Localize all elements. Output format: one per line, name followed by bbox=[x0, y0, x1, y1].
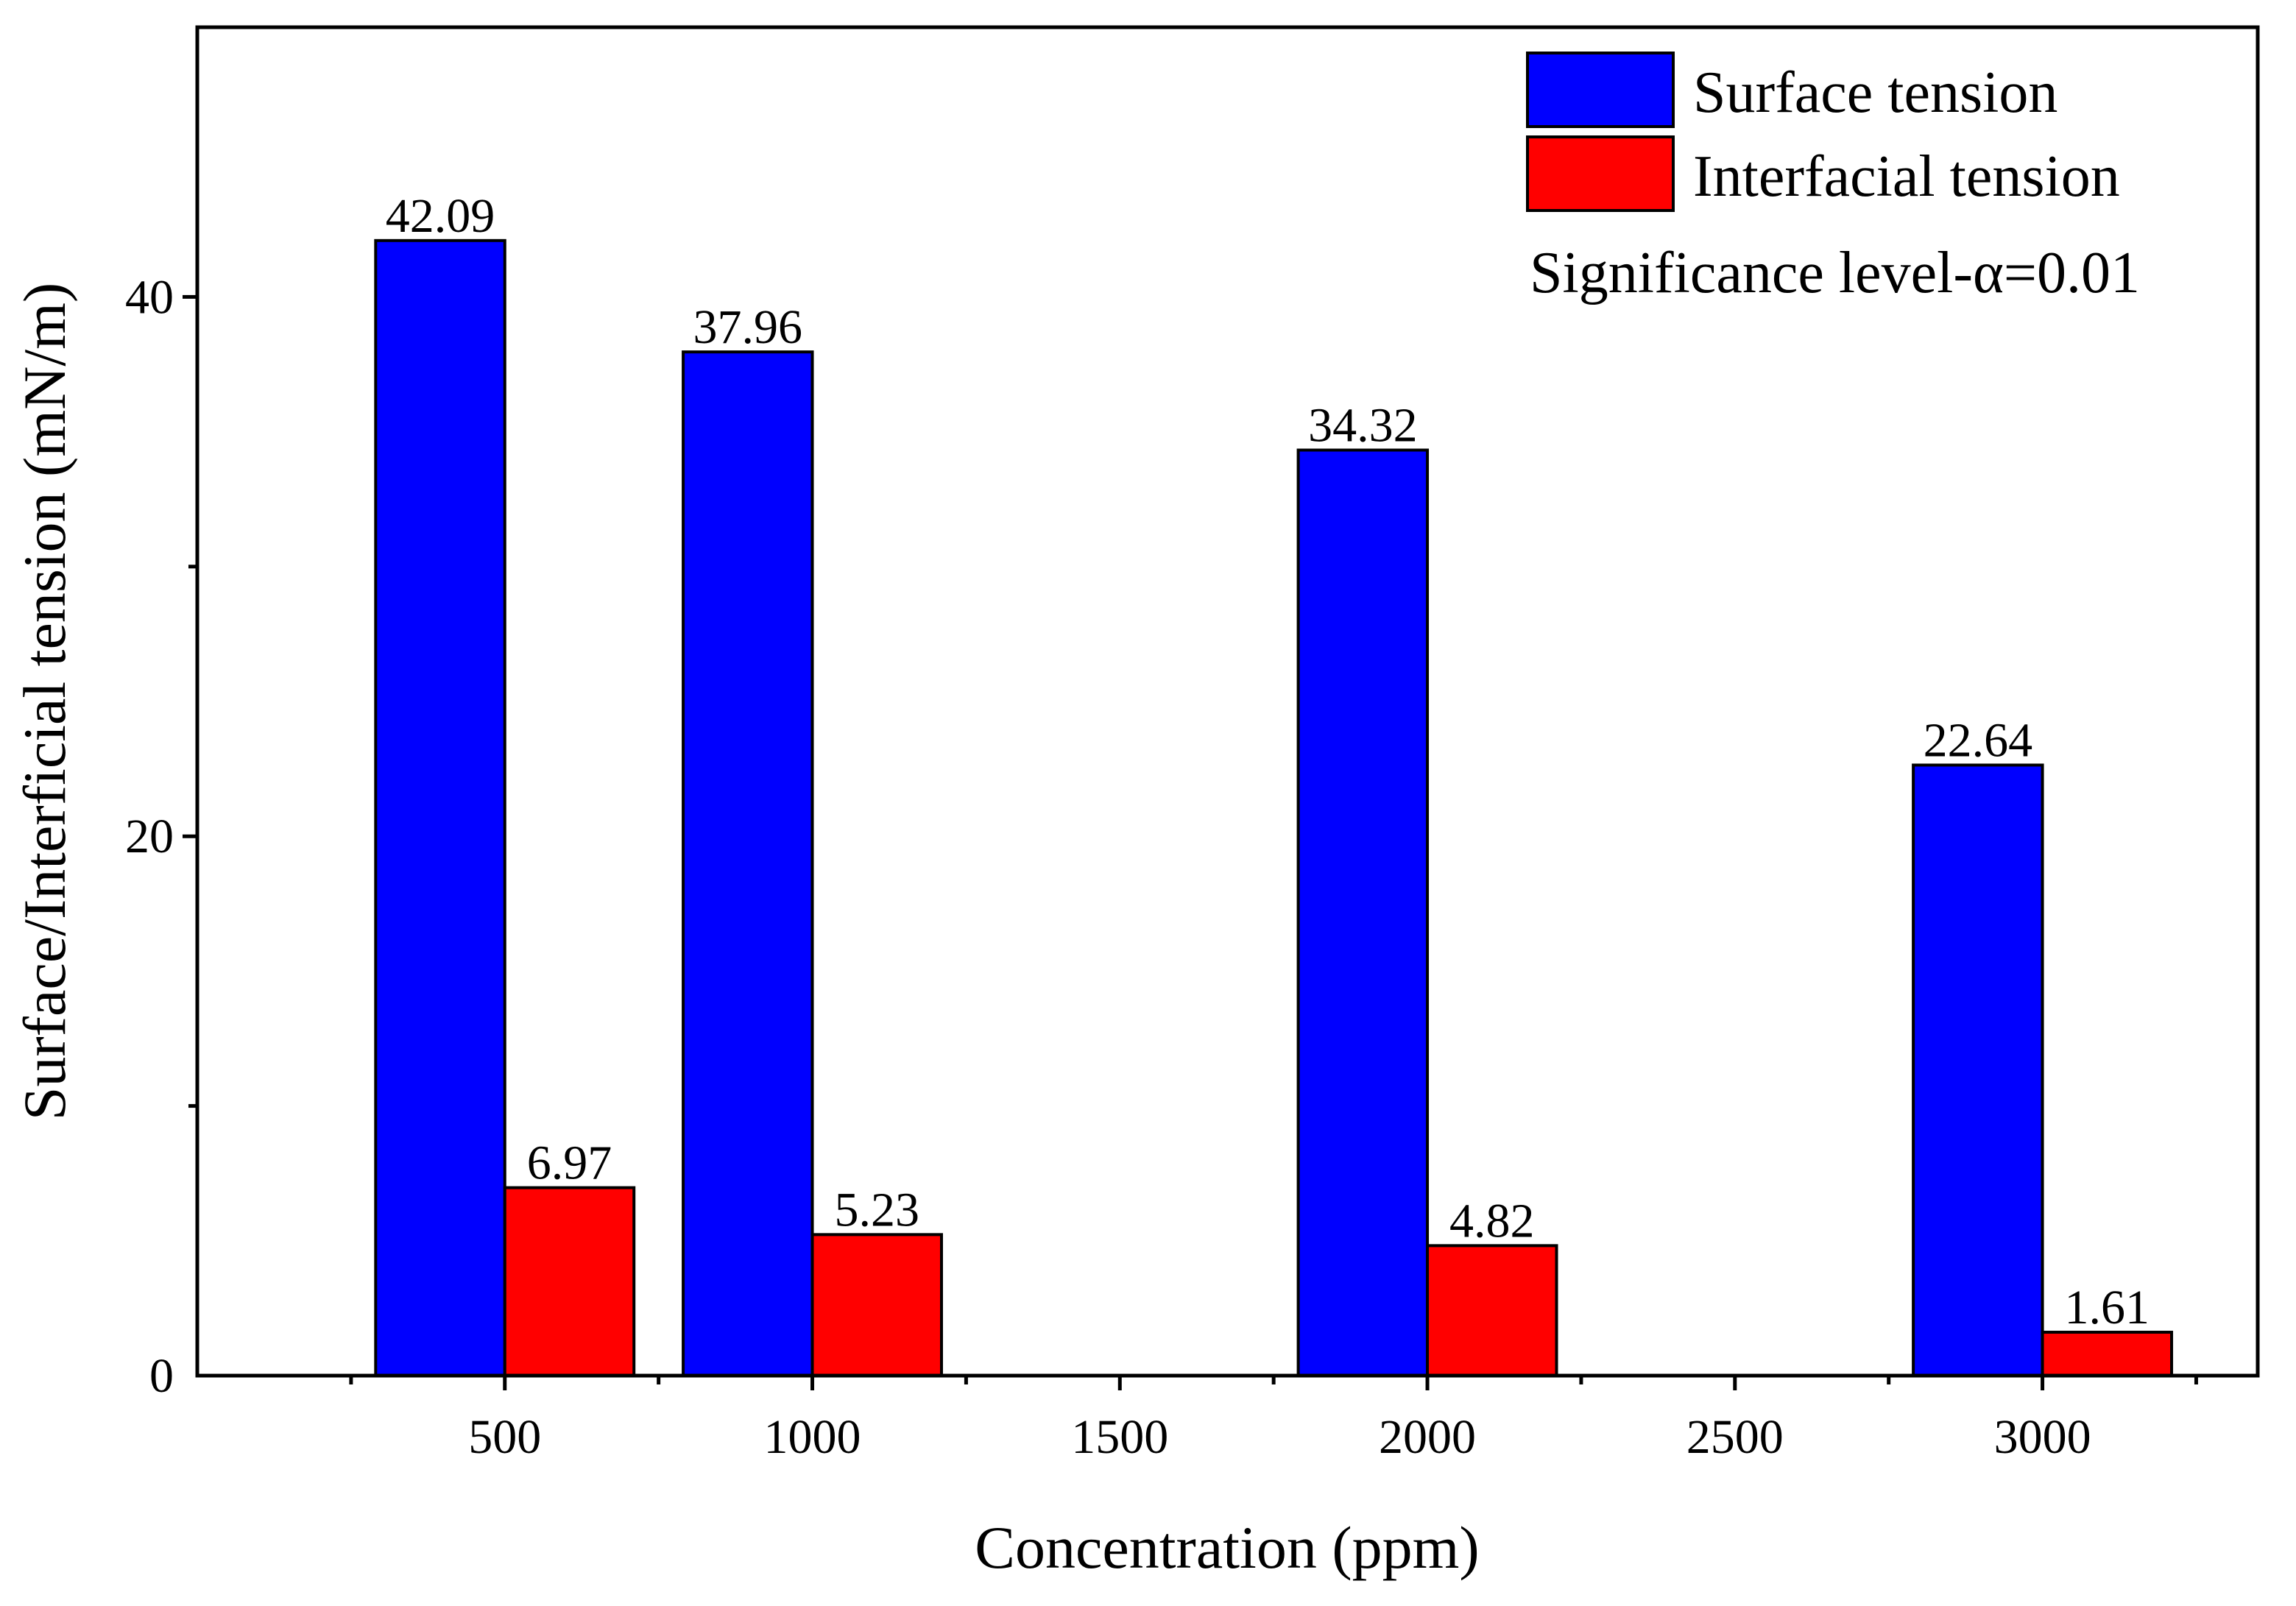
bar-surface-tension-1000 bbox=[682, 350, 814, 1377]
y-axis-ticks: 0 20 40 bbox=[125, 270, 197, 1403]
bar-interfacial-tension-1000 bbox=[810, 1233, 943, 1377]
data-label-surface-tension-3000: 22.64 bbox=[1924, 713, 2033, 767]
data-label-interfacial-tension-2000: 4.82 bbox=[1449, 1194, 1535, 1248]
legend-swatch-interfacial-tension bbox=[1526, 135, 1675, 212]
x-tick-label-500: 500 bbox=[468, 1410, 541, 1464]
bar-surface-tension-500 bbox=[374, 238, 506, 1377]
legend-label-surface-tension: Surface tension bbox=[1693, 60, 2057, 125]
x-tick-label-1000: 1000 bbox=[764, 1410, 861, 1464]
legend: Surface tension Interfacial tension Sign… bbox=[1526, 52, 2140, 305]
significance-annotation: Significance level-α=0.01 bbox=[1530, 241, 2140, 305]
bar-labels-group: 42.09 6.97 37.96 5.23 34.32 4.82 22.64 1.61 bbox=[386, 189, 2150, 1334]
legend-label-interfacial-tension: Interfacial tension bbox=[1693, 144, 2120, 209]
x-axis-ticks: 500 1000 1500 2000 2500 3000 bbox=[349, 1376, 2198, 1464]
bar-interfacial-tension-2000 bbox=[1426, 1244, 1558, 1377]
x-axis-title: Concentration (ppm) bbox=[975, 1514, 1479, 1581]
y-tick-label-20: 20 bbox=[125, 810, 174, 863]
x-tick-label-2500: 2500 bbox=[1686, 1410, 1784, 1464]
bar-surface-tension-2000 bbox=[1296, 448, 1430, 1377]
data-label-surface-tension-1000: 37.96 bbox=[693, 300, 803, 354]
bar-interfacial-tension-3000 bbox=[2041, 1331, 2174, 1378]
y-axis-title: Surface/Interficial tension (mN/m) bbox=[11, 283, 78, 1120]
bars-group bbox=[374, 238, 2174, 1378]
data-label-interfacial-tension-3000: 1.61 bbox=[2065, 1281, 2150, 1334]
x-tick-label-1500: 1500 bbox=[1071, 1410, 1168, 1464]
x-tick-label-3000: 3000 bbox=[1994, 1410, 2091, 1464]
legend-swatch-surface-tension bbox=[1526, 52, 1675, 128]
bar-surface-tension-3000 bbox=[1912, 763, 2044, 1378]
data-label-interfacial-tension-1000: 5.23 bbox=[835, 1183, 920, 1237]
bar-interfacial-tension-500 bbox=[503, 1186, 636, 1377]
y-tick-label-40: 40 bbox=[125, 270, 174, 324]
plot-frame bbox=[195, 25, 2260, 1378]
x-tick-label-2000: 2000 bbox=[1379, 1410, 1476, 1464]
y-tick-label-0: 0 bbox=[149, 1349, 174, 1403]
data-label-surface-tension-2000: 34.32 bbox=[1308, 399, 1418, 453]
data-label-surface-tension-500: 42.09 bbox=[386, 189, 495, 243]
data-label-interfacial-tension-500: 6.97 bbox=[527, 1136, 612, 1190]
